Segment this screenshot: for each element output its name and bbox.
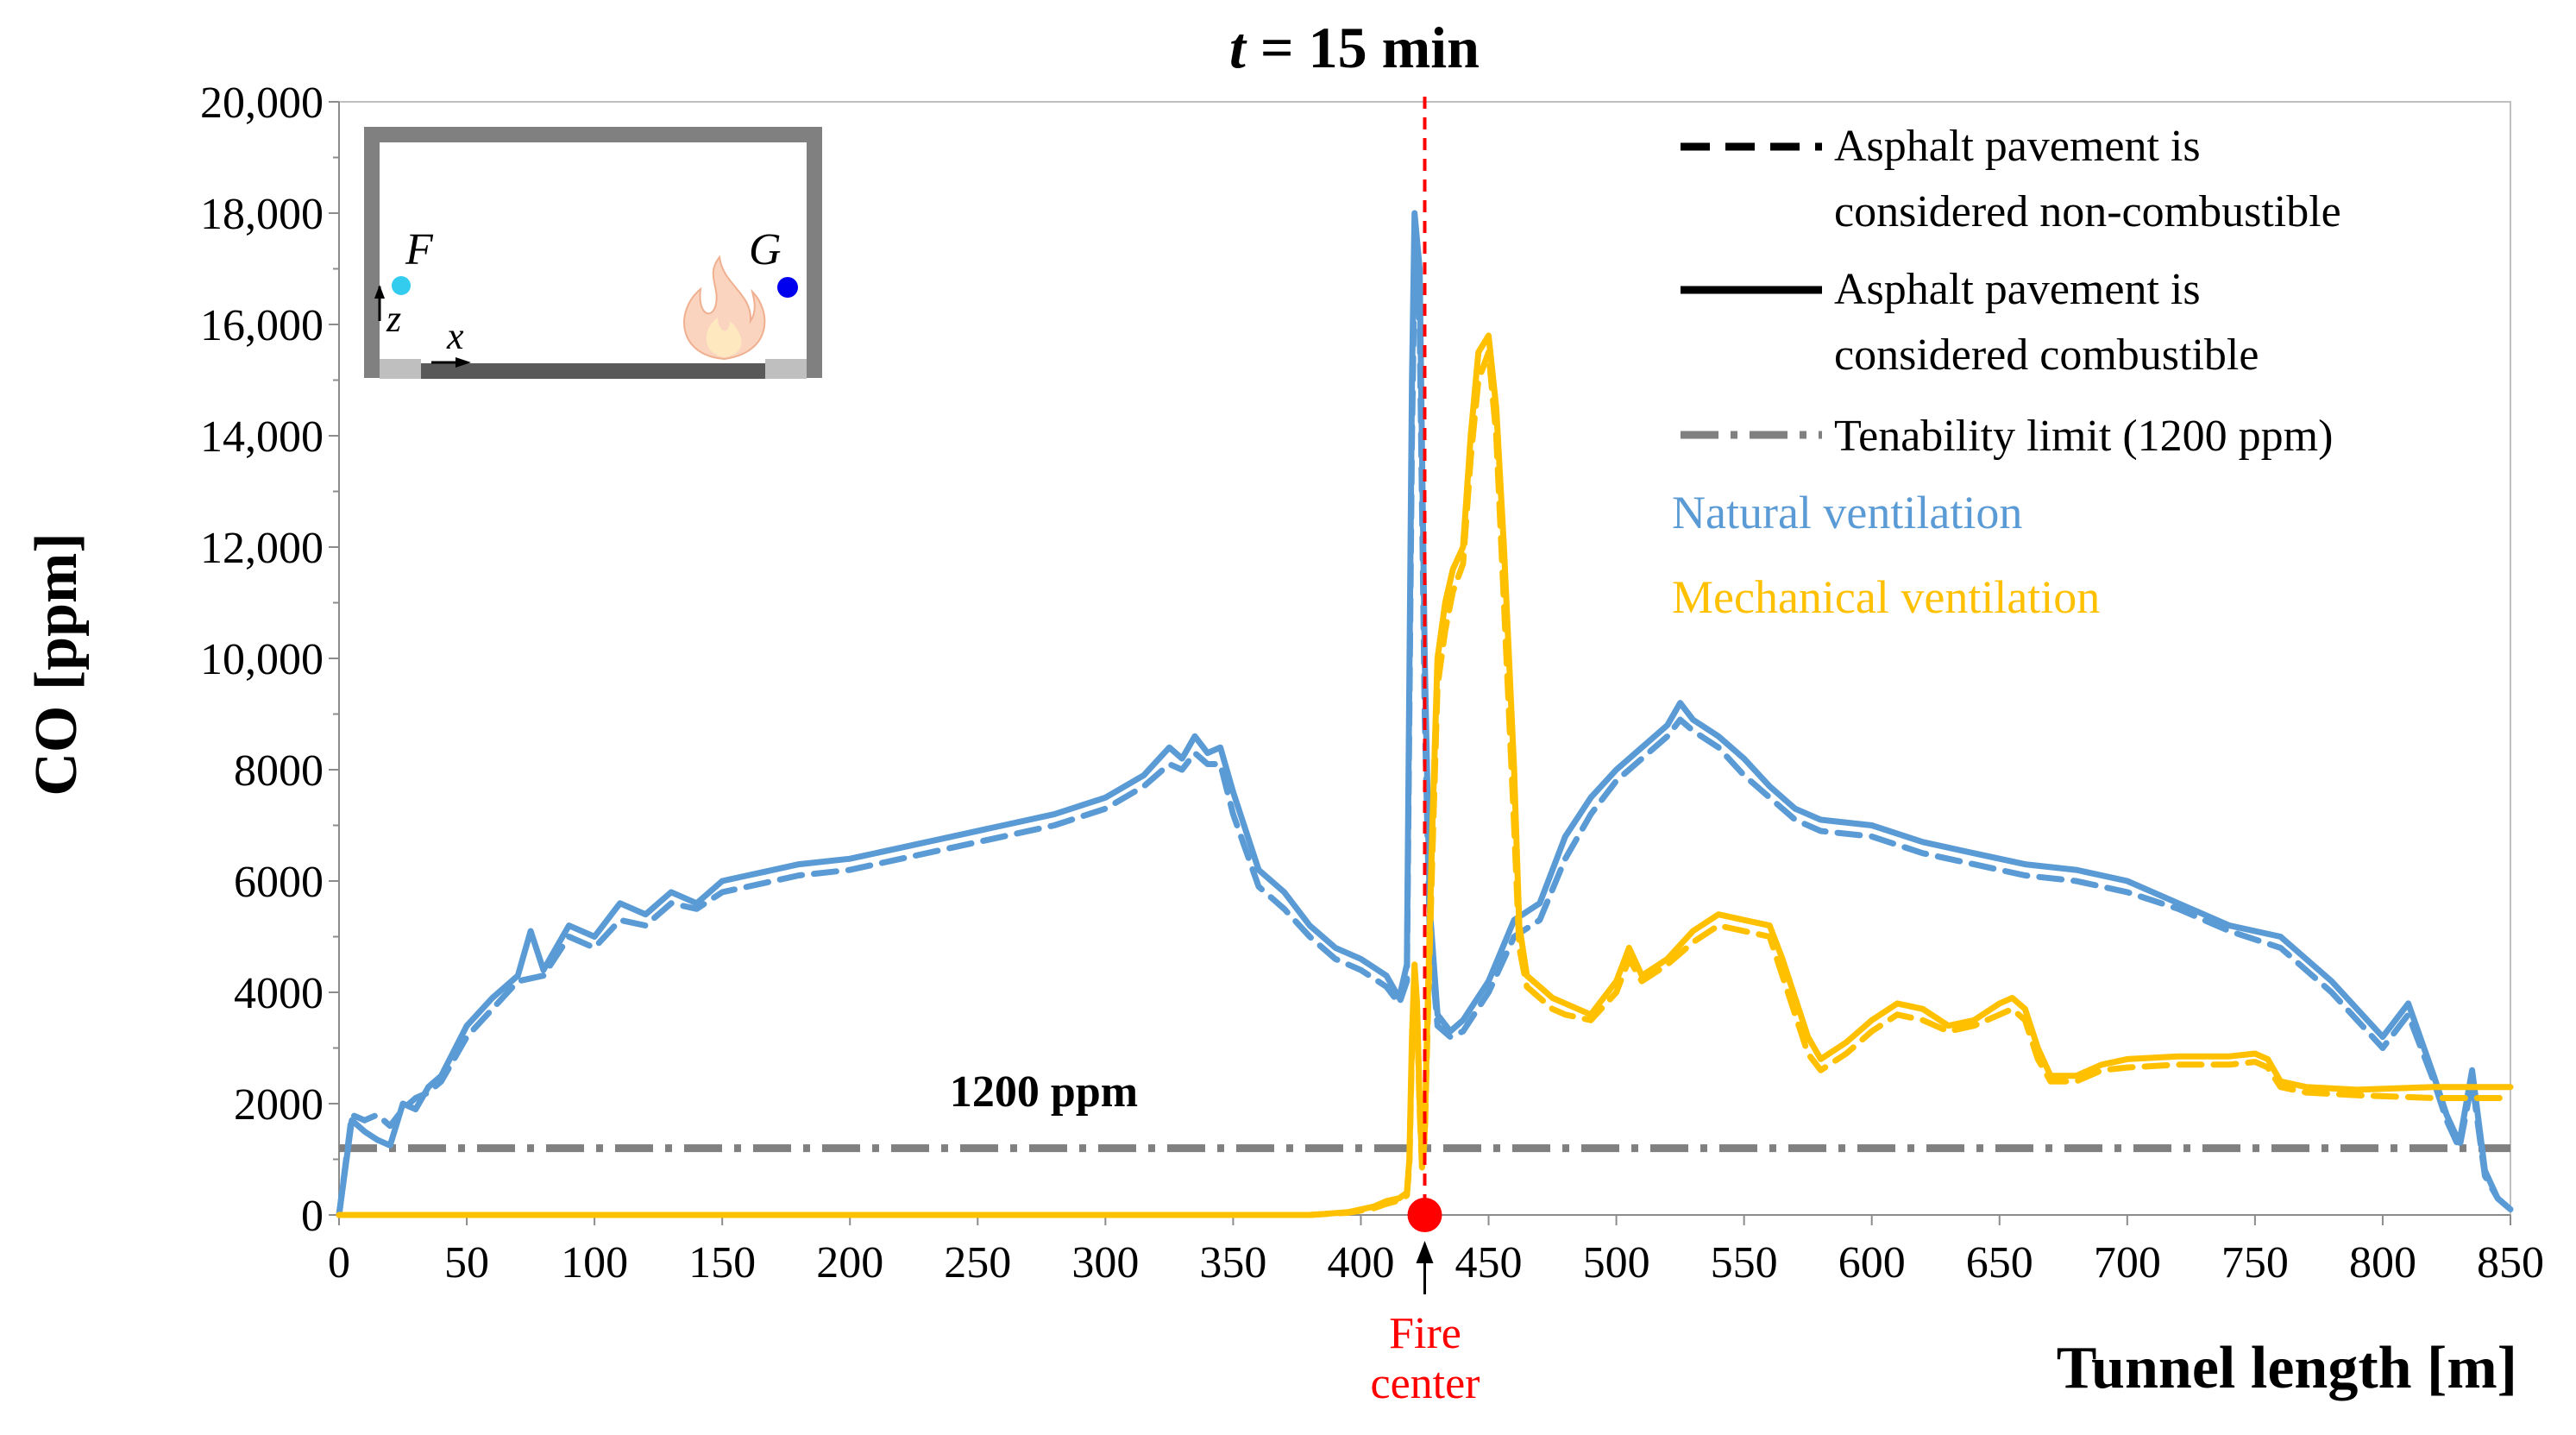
legend-dashed-label-line1: Asphalt pavement is (1834, 122, 2201, 171)
y-tick-label: 14,000 (200, 412, 324, 462)
fire-center-layer (1407, 97, 1442, 1294)
series-layer (336, 210, 2514, 1218)
fire-center-label-line2: center (1370, 1359, 1480, 1408)
tunnel-road (380, 363, 807, 379)
x-tick-label: 100 (561, 1238, 628, 1287)
inset-z-label: z (386, 298, 401, 340)
x-tick-label: 150 (688, 1238, 756, 1287)
inset-x-label: x (446, 315, 464, 357)
x-tick-label: 550 (1711, 1238, 1778, 1287)
series-line-natural-dashed (336, 266, 2514, 1218)
legend-natural-label: Natural ventilation (1672, 487, 2022, 538)
probe-g-marker (777, 277, 798, 298)
legend-mechanical-label: Mechanical ventilation (1672, 571, 2100, 623)
x-tick-label: 450 (1455, 1238, 1523, 1287)
x-axis-title: Tunnel length [m] (2057, 1335, 2517, 1401)
tunnel-wall-outline (364, 127, 822, 378)
probe-g-label: G (749, 225, 782, 274)
probe-f-label: F (405, 225, 434, 274)
fire-center-label-line1: Fire (1389, 1309, 1461, 1358)
x-tick-label: 600 (1838, 1238, 1906, 1287)
legend-solid-label-line1: Asphalt pavement is (1834, 265, 2201, 314)
y-tick-label: 20,000 (200, 79, 324, 128)
x-tick-label: 700 (2094, 1238, 2161, 1287)
y-axis-title: CO [ppm] (23, 532, 90, 796)
tick-labels: 0200040006000800010,00012,00014,00016,00… (200, 79, 2544, 1287)
x-tick-label: 850 (2477, 1238, 2544, 1287)
x-tick-label: 800 (2349, 1238, 2416, 1287)
x-tick-label: 400 (1327, 1238, 1394, 1287)
y-tick-label: 10,000 (200, 635, 324, 684)
y-tick-label: 4000 (234, 969, 324, 1018)
tunnel-inset: F G z x (361, 123, 826, 382)
fire-center-marker (1407, 1198, 1442, 1232)
x-tick-label: 500 (1583, 1238, 1650, 1287)
y-tick-label: 2000 (234, 1080, 324, 1130)
y-tick-label: 0 (301, 1192, 324, 1241)
x-tick-label: 0 (328, 1238, 350, 1287)
x-tick-label: 350 (1199, 1238, 1266, 1287)
z-axis-arrowhead (374, 285, 385, 299)
y-tick-label: 18,000 (200, 190, 324, 239)
y-tick-label: 6000 (234, 858, 324, 907)
chart-title: t = 15 min (1229, 15, 1480, 80)
series-line-mechanical-dashed (336, 349, 2514, 1218)
x-tick-label: 750 (2221, 1238, 2289, 1287)
y-tick-label: 8000 (234, 746, 324, 796)
x-tick-label: 650 (1966, 1238, 2033, 1287)
x-axis-arrowhead (456, 357, 471, 368)
fire-icon (683, 255, 766, 361)
x-tick-label: 250 (944, 1238, 1011, 1287)
x-tick-label: 50 (444, 1238, 489, 1287)
probe-f-marker (392, 276, 411, 295)
sidewalk-right (765, 359, 807, 379)
x-tick-label: 300 (1071, 1238, 1139, 1287)
legend-dashdot-label: Tenability limit (1200 ppm) (1834, 412, 2333, 461)
legend: Asphalt pavement is considered non-combu… (1672, 122, 2341, 623)
fire-center-arrowhead (1416, 1241, 1434, 1263)
tenability-limit-label: 1200 ppm (950, 1067, 1138, 1117)
y-tick-label: 16,000 (200, 301, 324, 350)
legend-dashed-label-line2: considered non-combustible (1834, 187, 2341, 236)
legend-solid-label-line2: considered combustible (1834, 330, 2259, 380)
x-tick-label: 200 (816, 1238, 883, 1287)
y-tick-label: 12,000 (200, 524, 324, 573)
sidewalk-left (380, 359, 421, 379)
